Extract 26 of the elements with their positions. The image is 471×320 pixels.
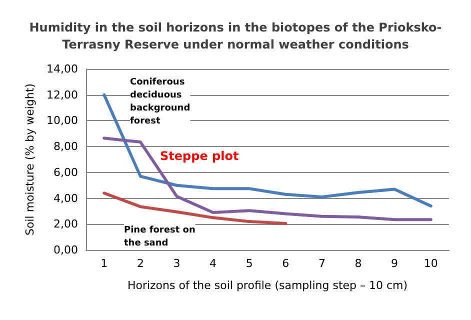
y-tick-label: 6,00 [54, 166, 78, 179]
series-label: Steppe plot [160, 149, 239, 163]
x-tick-label: 7 [318, 257, 326, 270]
series-label: Pine forest on the sand [124, 226, 196, 248]
x-tick-label: 6 [282, 257, 290, 270]
series-label: Coniferous deciduous background forest [130, 78, 190, 126]
y-tick-label: 8,00 [54, 140, 78, 154]
y-tick-label: 14,00 [46, 62, 78, 76]
x-tick-label: 2 [136, 257, 144, 270]
y-tick-label: 0,00 [54, 244, 78, 256]
y-tick-label: 10,00 [46, 114, 78, 128]
line-series [102, 192, 288, 225]
y-tick-label: 2,00 [54, 218, 78, 231]
x-axis-title: Horizons of the soil profile (sampling step – 10 cm) [127, 279, 408, 292]
x-tick-label: 1 [100, 257, 108, 270]
line-series [102, 136, 432, 222]
x-tick-label: 9 [391, 257, 398, 270]
x-tick-label: 3 [173, 257, 180, 270]
x-tick-label: 8 [354, 257, 362, 270]
x-tick-label: 5 [246, 257, 253, 270]
chart-title: Humidity in the soil horizons in the biotopes of the Prioksko- Terrasny Reserve under normal weather conditions [29, 20, 442, 52]
x-tick-label: 4 [210, 257, 217, 270]
x-tick-label: 10 [424, 257, 438, 270]
y-axis-title: Soil moisture (% by weight) [24, 84, 37, 236]
y-tick-label: 4,00 [54, 192, 78, 205]
y-tick-label: 12,00 [46, 88, 78, 102]
